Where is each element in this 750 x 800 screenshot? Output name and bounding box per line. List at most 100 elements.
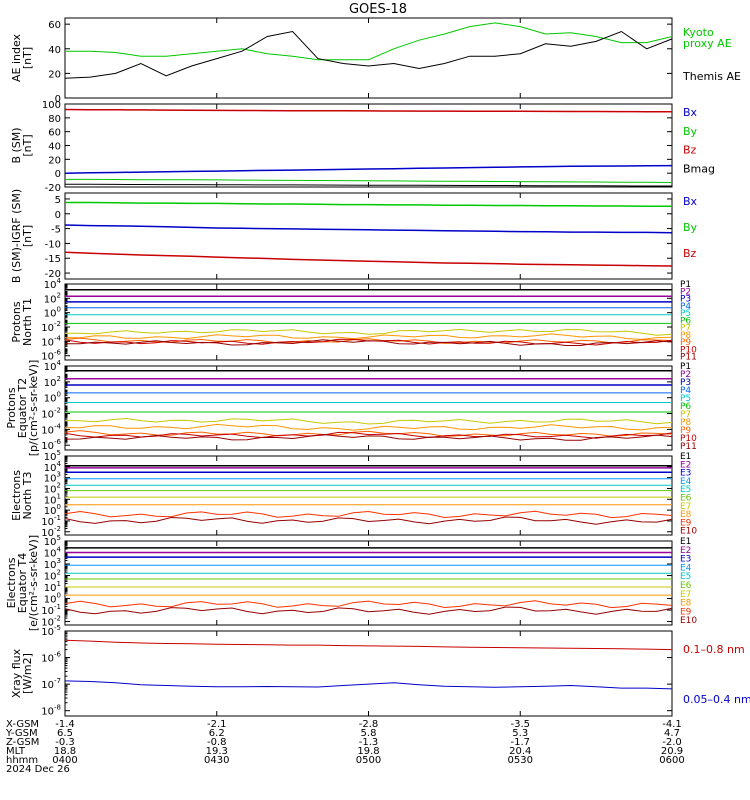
panel-bsm: -20 0 20 40 60 80 100 B (SM)[nT] Bx By Bz Bmag (10, 100, 715, 194)
ephem-value: 20.4 (509, 746, 531, 757)
series-xray-long (64, 639, 673, 651)
series-p8 (64, 333, 673, 340)
legend-p6: P6 (680, 316, 691, 326)
legend-p9: P9 (680, 338, 691, 348)
legend-e8: E8 (680, 599, 692, 609)
ephem-value: 0430 (204, 755, 229, 766)
y-tick-label: -15 (45, 254, 61, 265)
legend-item: 0.05–0.4 nm (683, 693, 750, 706)
legend-e9: E9 (680, 607, 692, 617)
legend-p3: P3 (680, 295, 691, 305)
y-axis-label: B (SM)[nT] (10, 127, 34, 163)
ephem-value: 5.8 (361, 728, 377, 739)
legend-p11: P11 (680, 442, 697, 452)
y-tick-label: 102 (44, 375, 61, 389)
y-tick-label: -20 (45, 183, 61, 194)
legend-e1: E1 (680, 537, 691, 547)
y-axis-label: Xray flux[W/m2] (10, 648, 34, 698)
y-tick-label: 20 (48, 155, 61, 166)
legend-e8: E8 (680, 510, 692, 520)
series-p11 (65, 339, 673, 346)
ephem-label: X-GSM (6, 719, 39, 730)
legend-e2: E2 (680, 546, 691, 556)
y-tick-label: 0 (55, 210, 61, 221)
series-p10 (64, 431, 673, 439)
panel-ae: 0 20 40 60 AE index[nT] Kyoto proxy AE Themis A… (10, 17, 741, 105)
y-tick-label: 10-4 (41, 334, 61, 348)
y-tick-label: 20 (48, 69, 61, 80)
legend-p11: P11 (680, 353, 697, 363)
ephem-value: 19.8 (357, 746, 379, 757)
ephem-value: 0400 (52, 755, 77, 766)
legend-e4: E4 (680, 477, 692, 487)
y-tick-label: -10 (45, 239, 61, 250)
y-axis-label: ProtonsEquator T2[p/(cm²-s-sr-keV)] (5, 360, 40, 457)
series-e10 (64, 606, 673, 615)
y-tick-label: 0 (55, 94, 61, 105)
ephem-value: 4.7 (664, 728, 680, 739)
legend-item: Bx (683, 195, 698, 208)
series-e9 (64, 510, 673, 519)
ephem-value: -0.3 (55, 737, 75, 748)
y-tick-label: 104 (44, 359, 62, 373)
ephem-value: 6.2 (209, 728, 225, 739)
series-e10 (64, 516, 673, 525)
legend-item: Themis AE (682, 70, 741, 83)
y-axis-label: AE index[nT] (10, 33, 34, 82)
legend-e1: E1 (680, 452, 691, 462)
series-p8 (64, 423, 673, 431)
legend-p10: P10 (680, 345, 697, 355)
legend-item: By (683, 221, 698, 234)
panel-frame (64, 17, 673, 99)
y-tick-label: 60 (48, 20, 61, 31)
legend-p1: P1 (680, 362, 691, 372)
ephem-value: -1.7 (510, 737, 530, 748)
ephem-value: -3.5 (510, 719, 530, 730)
ephem-value: -2.8 (359, 719, 379, 730)
series-p9 (64, 430, 673, 437)
legend-item: 0.1–0.8 nm (683, 643, 745, 656)
series-bz (64, 108, 672, 113)
ephem-value: 5.3 (512, 728, 528, 739)
panel-xray: 10-5 10-6 10-7 10-8 Xray flux[W/m2] 0.1–0.8 n… (10, 624, 750, 718)
panel-enorth: 10510410310210110010-110-2ElectronsNorth… (10, 449, 697, 539)
y-tick-label: -5 (51, 225, 61, 236)
ephem-label: Z-GSM (6, 737, 39, 748)
y-tick-label: 104 (44, 277, 62, 291)
series-bmag (65, 183, 672, 187)
legend-e10: E10 (680, 616, 697, 626)
y-tick-label: 10-5 (41, 624, 61, 638)
legend-p2: P2 (680, 287, 691, 297)
legend-e7: E7 (680, 590, 691, 600)
ephem-value: -1.4 (55, 719, 75, 730)
ephem-label: hhmm (6, 755, 38, 766)
series-themis-ae (64, 30, 673, 79)
legend-p10: P10 (680, 434, 697, 444)
y-tick-label: 10-2 (41, 407, 61, 421)
y-tick-label: 100 (44, 306, 61, 320)
y-tick-label: 40 (48, 142, 61, 153)
ephem-value: 19.3 (206, 746, 228, 757)
ephem-value: -4.1 (662, 719, 682, 730)
legend-p1: P1 (680, 280, 691, 290)
legend-p8: P8 (680, 331, 691, 341)
legend-item: Bz (683, 247, 697, 260)
y-tick-label: 10-6 (41, 651, 61, 665)
ephem-value: 20.9 (661, 746, 683, 757)
legend-p8: P8 (680, 418, 691, 428)
series-bx (64, 164, 673, 174)
legend-p9: P9 (680, 426, 691, 436)
ephem-value: 6.5 (57, 728, 73, 739)
series-by (65, 178, 673, 183)
y-tick-label: 10-2 (41, 320, 61, 334)
series-by (65, 201, 672, 208)
y-tick-label: 100 (42, 100, 61, 111)
y-tick-label: 60 (48, 128, 61, 139)
legend-e6: E6 (680, 494, 692, 504)
panel-eeq: 10510410310210110010-110-2ElectronsEquat… (5, 534, 697, 631)
legend-item: Kyoto proxy AE (683, 26, 732, 50)
legend-item: Bz (683, 144, 697, 157)
